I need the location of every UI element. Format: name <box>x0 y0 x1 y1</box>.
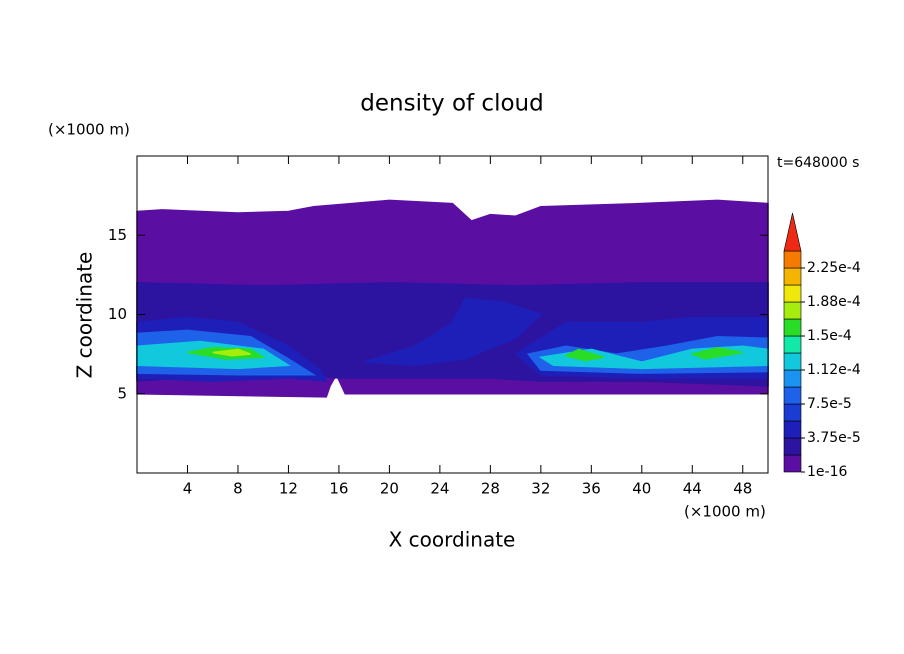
colorbar-label: 3.75e-5 <box>807 430 861 446</box>
x-axis-label: X coordinate <box>389 528 516 552</box>
colorbar-box <box>783 352 802 371</box>
colorbar-box <box>783 335 802 354</box>
colorbar-box <box>783 420 802 439</box>
colorbar-box <box>783 437 802 456</box>
colorbar-box <box>783 403 802 422</box>
time-label: t=648000 s <box>777 155 859 171</box>
colorbar-label: 1e-16 <box>807 464 847 480</box>
contour-region <box>563 348 605 362</box>
colorbar-box <box>783 301 802 320</box>
colorbar-box <box>783 454 802 473</box>
x-tick-label: 44 <box>683 480 702 498</box>
x-tick-label: 28 <box>481 480 500 498</box>
contour-region <box>212 348 251 357</box>
chart-title: density of cloud <box>360 91 543 117</box>
x-tick-label: 24 <box>430 480 449 498</box>
x-tick-label: 32 <box>531 480 550 498</box>
x-tick-label: 36 <box>582 480 601 498</box>
y-unit: (×1000 m) <box>48 121 130 139</box>
colorbar-label: 7.5e-5 <box>807 396 852 412</box>
colorbar-box <box>783 318 802 337</box>
x-tick-label: 48 <box>733 480 752 498</box>
y-axis-label: Z coordinate <box>73 252 97 379</box>
colorbar-box <box>783 369 802 388</box>
y-tick-label: 5 <box>117 384 127 402</box>
colorbar-box <box>783 267 802 286</box>
colorbar-box <box>783 284 802 303</box>
colorbar-label: 2.25e-4 <box>807 260 861 276</box>
y-tick-label: 10 <box>108 305 127 323</box>
colorbar-label: 1.88e-4 <box>807 294 861 310</box>
x-tick-label: 16 <box>329 480 348 498</box>
y-tick-label: 15 <box>108 226 127 244</box>
contour-region <box>689 347 743 360</box>
x-tick-label: 8 <box>233 480 243 498</box>
colorbar-label: 1.12e-4 <box>807 362 861 378</box>
colorbar-box <box>783 386 802 405</box>
x-tick-label: 12 <box>279 480 298 498</box>
colorbar-extension <box>783 212 802 252</box>
x-unit: (×1000 m) <box>684 503 766 521</box>
x-tick-label: 20 <box>380 480 399 498</box>
x-tick-label: 40 <box>632 480 651 498</box>
contour-region <box>363 297 543 366</box>
colorbar-label: 1.5e-4 <box>807 328 852 344</box>
colorbar-box <box>783 250 802 269</box>
x-tick-label: 4 <box>183 480 193 498</box>
